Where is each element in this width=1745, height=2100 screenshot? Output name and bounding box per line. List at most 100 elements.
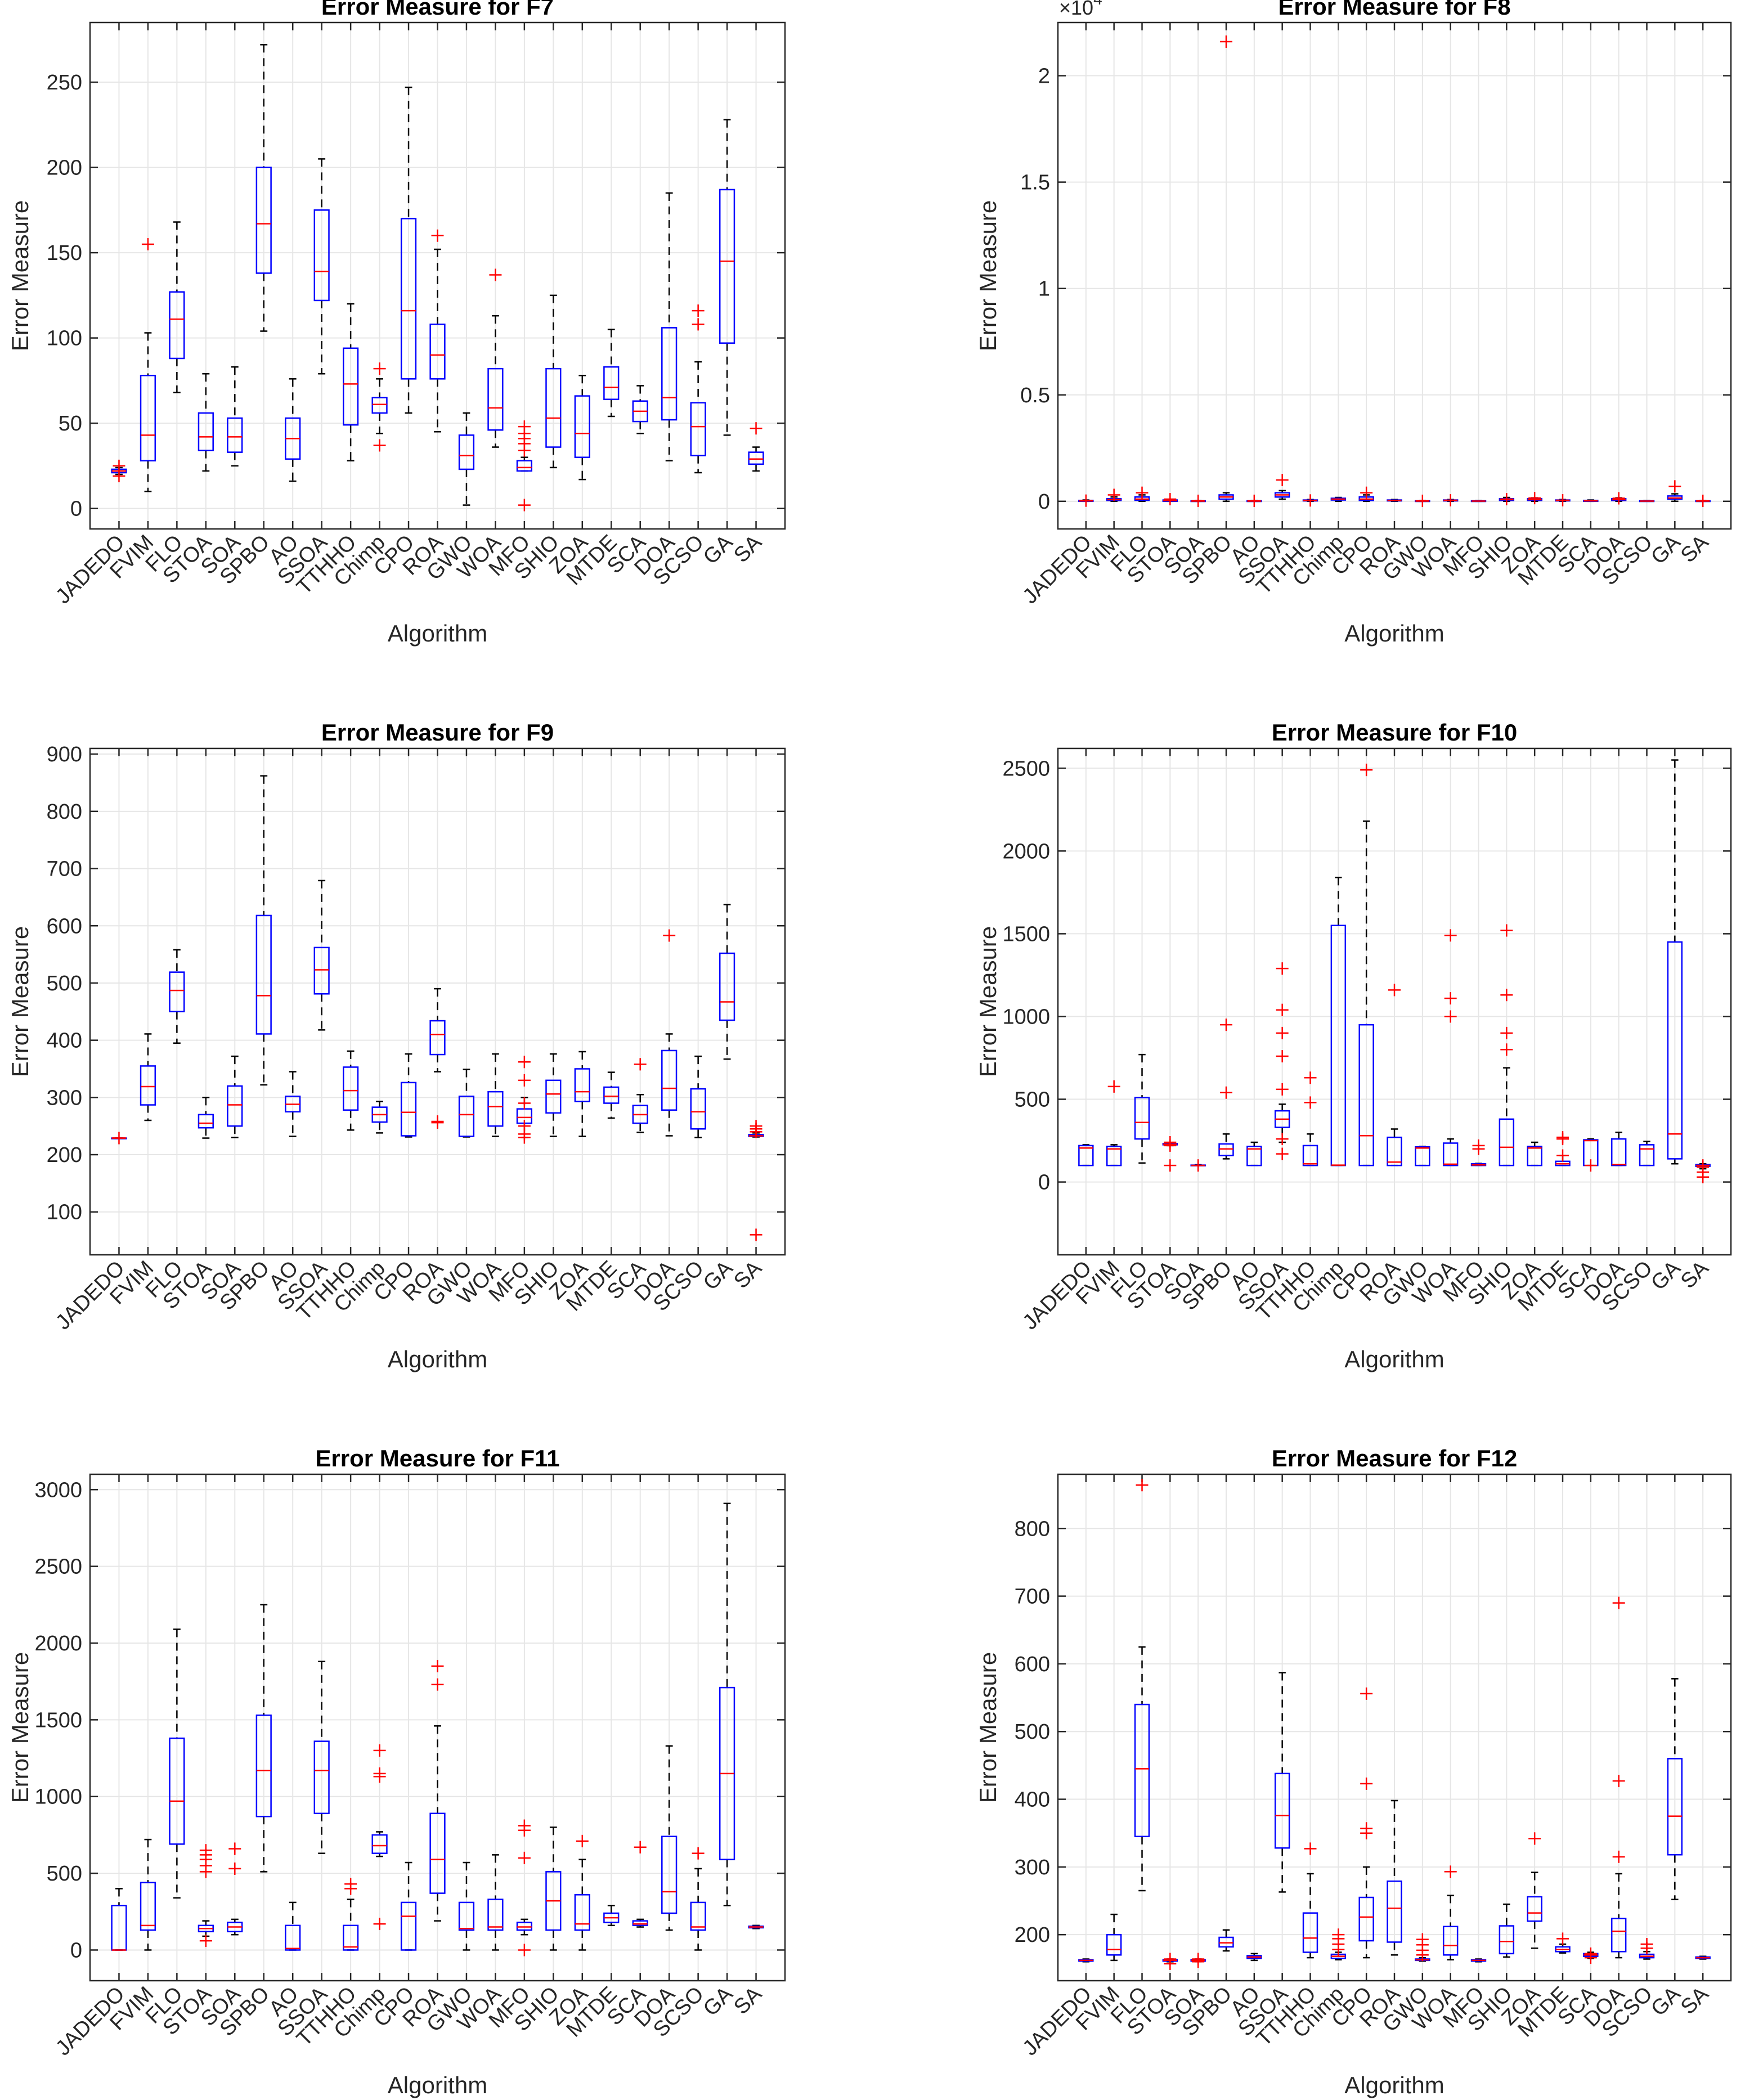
outlier-marker bbox=[1107, 1080, 1120, 1093]
outlier-marker bbox=[489, 268, 502, 281]
y-tick-label: 300 bbox=[1015, 1856, 1050, 1879]
box-ROA bbox=[429, 988, 446, 1129]
y-tick-label: 50 bbox=[59, 412, 82, 436]
box-ROA bbox=[429, 1659, 446, 1922]
iqr-box bbox=[343, 347, 359, 426]
iqr-box bbox=[400, 1082, 417, 1137]
iqr-box bbox=[1499, 1925, 1515, 1955]
iqr-box bbox=[227, 1085, 243, 1127]
box-WOA bbox=[487, 1854, 504, 1951]
box-SCA bbox=[632, 1058, 648, 1133]
iqr-box bbox=[661, 1049, 678, 1111]
outlier-marker bbox=[634, 1058, 647, 1071]
box-SA bbox=[1695, 495, 1711, 508]
box-JADEDO bbox=[111, 1132, 127, 1145]
box-FVIM bbox=[140, 237, 156, 492]
outlier-marker bbox=[1360, 1777, 1373, 1790]
iqr-box bbox=[1302, 1912, 1318, 1953]
box-SCA bbox=[1583, 1947, 1599, 1964]
y-tick-label: 2 bbox=[1038, 65, 1050, 88]
box-SSOA bbox=[313, 880, 330, 1031]
box-SPBO bbox=[255, 1604, 272, 1873]
outlier-marker bbox=[431, 1659, 444, 1672]
box-STOA bbox=[1162, 1136, 1178, 1172]
iqr-box bbox=[458, 1096, 475, 1137]
box-CPO bbox=[400, 1053, 417, 1138]
iqr-box bbox=[1106, 1933, 1122, 1956]
iqr-box bbox=[1387, 1880, 1402, 1943]
outlier-marker bbox=[1276, 1133, 1289, 1146]
y-tick-label: 800 bbox=[1015, 1517, 1050, 1541]
iqr-box bbox=[343, 1066, 359, 1111]
x-axis-title: Algorithm bbox=[1344, 1346, 1444, 1372]
outlier-marker bbox=[663, 929, 676, 942]
box-STOA bbox=[1162, 1953, 1178, 1970]
box-SSOA bbox=[1274, 1672, 1290, 1893]
iqr-box bbox=[1134, 1703, 1150, 1837]
box-Chimp bbox=[371, 1744, 388, 1931]
iqr-box bbox=[1358, 1024, 1374, 1166]
iqr-box bbox=[748, 451, 764, 465]
chart-title: Error Measure for F7 bbox=[321, 0, 554, 20]
box-FLO bbox=[1134, 1053, 1150, 1164]
y-axis-title: Error Measure bbox=[7, 200, 33, 351]
box-TTHHO bbox=[343, 1050, 359, 1131]
box-SPBO bbox=[255, 775, 272, 1086]
outlier-marker bbox=[373, 362, 386, 375]
iqr-box bbox=[1106, 1146, 1122, 1166]
subplot-1: 050100150200250JADEDOFVIMFLOSTOASOASPBOA… bbox=[7, 0, 786, 647]
x-tick-label: SA bbox=[1676, 1256, 1713, 1293]
y-tick-label: 200 bbox=[47, 1143, 82, 1167]
box-DOA bbox=[661, 192, 678, 462]
outlier-marker bbox=[1304, 494, 1317, 507]
box-FVIM bbox=[1106, 1913, 1122, 1962]
iqr-box bbox=[1667, 941, 1683, 1160]
box-ZOA bbox=[1527, 1141, 1542, 1166]
box-AO bbox=[285, 378, 301, 482]
chart-title: Error Measure for F10 bbox=[1272, 719, 1518, 746]
x-axis-title: Algorithm bbox=[1344, 620, 1444, 647]
iqr-box bbox=[1499, 1118, 1515, 1166]
subplot-2: 00.511.52×104JADEDOFVIMFLOSTOASOASPBOAOS… bbox=[975, 0, 1732, 647]
y-axis-title: Error Measure bbox=[975, 200, 1001, 351]
box-MTDE bbox=[603, 1071, 620, 1119]
iqr-box bbox=[574, 1068, 590, 1102]
y-tick-label: 400 bbox=[1015, 1788, 1050, 1812]
iqr-box bbox=[313, 1740, 330, 1814]
iqr-box bbox=[255, 1714, 272, 1818]
box-MFO bbox=[1470, 1139, 1487, 1166]
outlier-marker bbox=[1164, 493, 1177, 506]
iqr-box bbox=[1078, 1145, 1094, 1166]
grid-lines bbox=[1058, 23, 1731, 529]
y-tick-label: 2000 bbox=[34, 1632, 82, 1655]
chart-title: Error Measure for F11 bbox=[315, 1445, 559, 1471]
box-SA bbox=[748, 1924, 764, 1930]
outlier-marker bbox=[1360, 486, 1373, 499]
outlier-marker bbox=[750, 1228, 762, 1241]
iqr-box bbox=[1667, 1758, 1683, 1856]
box-AO bbox=[1246, 1141, 1262, 1166]
outlier-marker bbox=[199, 1844, 212, 1857]
box-FVIM bbox=[1106, 488, 1122, 502]
box-MTDE bbox=[1555, 493, 1571, 506]
outlier-marker bbox=[344, 1878, 357, 1891]
iqr-box bbox=[632, 1920, 648, 1927]
outlier-marker bbox=[692, 1847, 705, 1860]
box-FVIM bbox=[1106, 1080, 1122, 1166]
y-tick-label: 100 bbox=[47, 1201, 82, 1224]
iqr-box bbox=[1246, 1146, 1262, 1166]
box-DOA bbox=[1611, 492, 1627, 505]
outlier-marker bbox=[1276, 962, 1289, 975]
box-GA bbox=[719, 904, 735, 1060]
box-WOA bbox=[1442, 493, 1459, 506]
box-ZOA bbox=[574, 375, 590, 481]
iqr-box bbox=[487, 367, 504, 431]
outlier-marker bbox=[518, 1819, 531, 1832]
iqr-box bbox=[140, 1065, 156, 1106]
iqr-box bbox=[1218, 1143, 1234, 1156]
chart-title: Error Measure for F8 bbox=[1278, 0, 1510, 20]
box-Chimp bbox=[1330, 496, 1347, 502]
box-GWO bbox=[458, 412, 475, 506]
outlier-marker bbox=[1584, 1947, 1597, 1960]
